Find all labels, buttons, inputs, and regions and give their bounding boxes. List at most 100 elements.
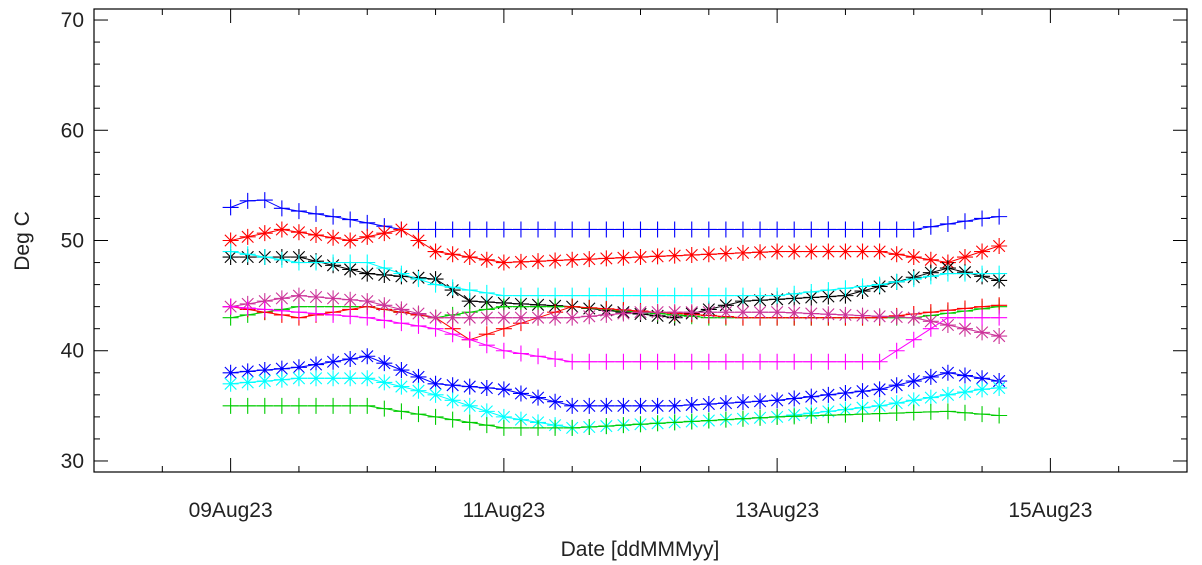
data-point	[871, 308, 888, 325]
data-point	[461, 282, 478, 299]
data-point	[359, 265, 376, 282]
data-point	[803, 283, 820, 300]
data-point	[922, 368, 939, 385]
data-point	[342, 370, 359, 387]
data-point	[222, 298, 239, 315]
data-point	[478, 221, 495, 238]
data-point	[376, 225, 393, 242]
data-point	[666, 287, 683, 304]
series-line	[230, 295, 1000, 337]
data-point	[342, 351, 359, 368]
data-point	[598, 418, 615, 435]
data-point	[939, 403, 956, 420]
data-point	[410, 406, 427, 423]
data-point	[325, 353, 342, 370]
data-point	[547, 393, 564, 410]
data-point	[342, 397, 359, 414]
data-point	[410, 305, 427, 322]
data-point	[256, 225, 273, 242]
data-point	[734, 304, 751, 321]
series-1	[222, 221, 1008, 271]
data-point	[769, 243, 786, 260]
data-point	[427, 221, 444, 238]
data-point	[666, 353, 683, 370]
data-point	[342, 254, 359, 271]
data-point	[512, 411, 529, 428]
data-point	[444, 221, 461, 238]
data-point	[393, 221, 410, 238]
data-point	[308, 356, 325, 373]
data-point	[512, 221, 529, 238]
data-point	[820, 282, 837, 299]
data-point	[325, 254, 342, 271]
data-point	[786, 353, 803, 370]
data-point	[359, 348, 376, 365]
data-point	[530, 419, 547, 436]
data-point	[495, 221, 512, 238]
data-point	[632, 221, 649, 238]
data-point	[512, 309, 529, 326]
data-point	[598, 221, 615, 238]
data-point	[888, 246, 905, 263]
data-point	[854, 307, 871, 324]
data-point	[410, 232, 427, 249]
data-point	[666, 397, 683, 414]
data-point	[273, 397, 290, 414]
data-point	[769, 392, 786, 409]
data-point	[888, 308, 905, 325]
data-point	[700, 246, 717, 263]
data-point	[547, 252, 564, 269]
data-point	[342, 211, 359, 228]
data-point	[769, 304, 786, 321]
data-point	[666, 221, 683, 238]
data-point	[888, 405, 905, 422]
data-point	[530, 253, 547, 270]
data-point	[786, 221, 803, 238]
data-point	[478, 403, 495, 420]
data-point	[871, 405, 888, 422]
data-point	[820, 407, 837, 424]
data-point	[444, 309, 461, 326]
data-point	[837, 306, 854, 323]
data-point	[922, 218, 939, 235]
data-point	[666, 247, 683, 264]
x-axis-title: Date [ddMMMyy]	[561, 538, 720, 561]
data-point	[444, 377, 461, 394]
data-point	[683, 287, 700, 304]
data-point	[752, 304, 769, 321]
data-point	[991, 379, 1008, 396]
data-point	[427, 386, 444, 403]
data-point	[530, 389, 547, 406]
data-point	[803, 388, 820, 405]
data-point	[530, 221, 547, 238]
data-point	[308, 370, 325, 387]
data-point	[342, 291, 359, 308]
data-point	[444, 246, 461, 263]
data-point	[598, 250, 615, 267]
data-point	[359, 214, 376, 231]
data-point	[308, 397, 325, 414]
data-point	[393, 378, 410, 395]
data-point	[769, 408, 786, 425]
data-point	[922, 403, 939, 420]
data-point	[939, 215, 956, 232]
data-point	[632, 304, 649, 321]
data-point	[512, 385, 529, 402]
data-point	[273, 200, 290, 217]
data-point	[991, 328, 1008, 345]
data-point	[564, 251, 581, 268]
data-point	[564, 309, 581, 326]
data-point	[974, 243, 991, 260]
data-point	[871, 353, 888, 370]
data-point	[598, 353, 615, 370]
data-point	[615, 221, 632, 238]
data-point	[649, 353, 666, 370]
data-point	[239, 228, 256, 245]
data-point	[239, 246, 256, 263]
data-point	[222, 364, 239, 381]
x-tick-label: 13Aug23	[735, 499, 819, 522]
data-point	[444, 392, 461, 409]
data-point	[820, 306, 837, 323]
data-point	[974, 406, 991, 423]
data-point	[854, 243, 871, 260]
